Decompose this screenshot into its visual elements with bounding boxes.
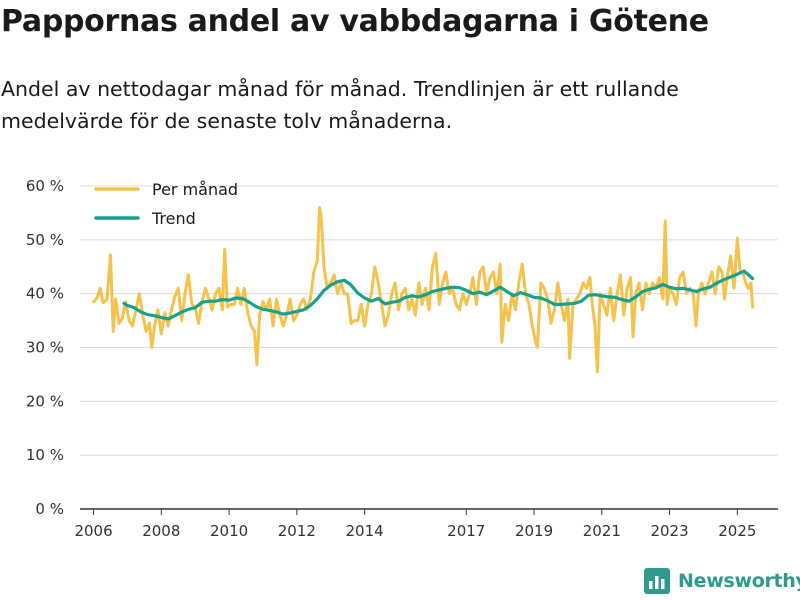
bar-chart-icon [644,568,670,594]
brand-logo[interactable]: Newsworthy [644,568,800,594]
y-tick-label: 60 % [26,177,64,195]
y-tick-label: 10 % [26,446,64,464]
x-tick-label: 2023 [650,522,688,540]
series-lines [92,206,755,374]
x-tick-label: 2014 [346,522,384,540]
chart-title: Pappornas andel av vabbdagarna i Götene [1,4,709,39]
line-chart: 0 % 10 % 20 % 30 % 40 % 50 % 60 % 2006 2008 2010… [26,177,778,540]
y-axis-ticks: 0 % 10 % 20 % 30 % 40 % 50 % 60 % [26,177,64,518]
y-tick-label: 0 % [35,500,64,518]
chart-subtitle: Andel av nettodagar månad för månad. Tre… [1,77,679,133]
y-tick-label: 30 % [26,339,64,357]
y-tick-label: 40 % [26,285,64,303]
x-tick-label: 2012 [278,522,316,540]
grid-lines [80,185,778,510]
x-tick-label: 2019 [515,522,553,540]
series-line-trend [122,269,755,321]
x-tick-label: 2006 [74,522,112,540]
y-tick-label: 50 % [26,231,64,249]
series-line-per-manad [92,206,755,374]
legend: Per månad Trend [94,180,238,228]
legend-label-per-manad: Per månad [152,180,238,199]
x-tick-label: 2017 [447,522,485,540]
brand-name: Newsworthy [678,570,800,592]
x-tick-label: 2025 [718,522,756,540]
y-tick-label: 20 % [26,392,64,410]
x-tick-label: 2021 [583,522,621,540]
x-tick-label: 2010 [210,522,248,540]
x-axis: 2006 2008 2010 2012 2014 2017 2019 2021 2023 2025 [74,509,756,540]
x-tick-label: 2008 [142,522,180,540]
legend-label-trend: Trend [151,209,196,228]
